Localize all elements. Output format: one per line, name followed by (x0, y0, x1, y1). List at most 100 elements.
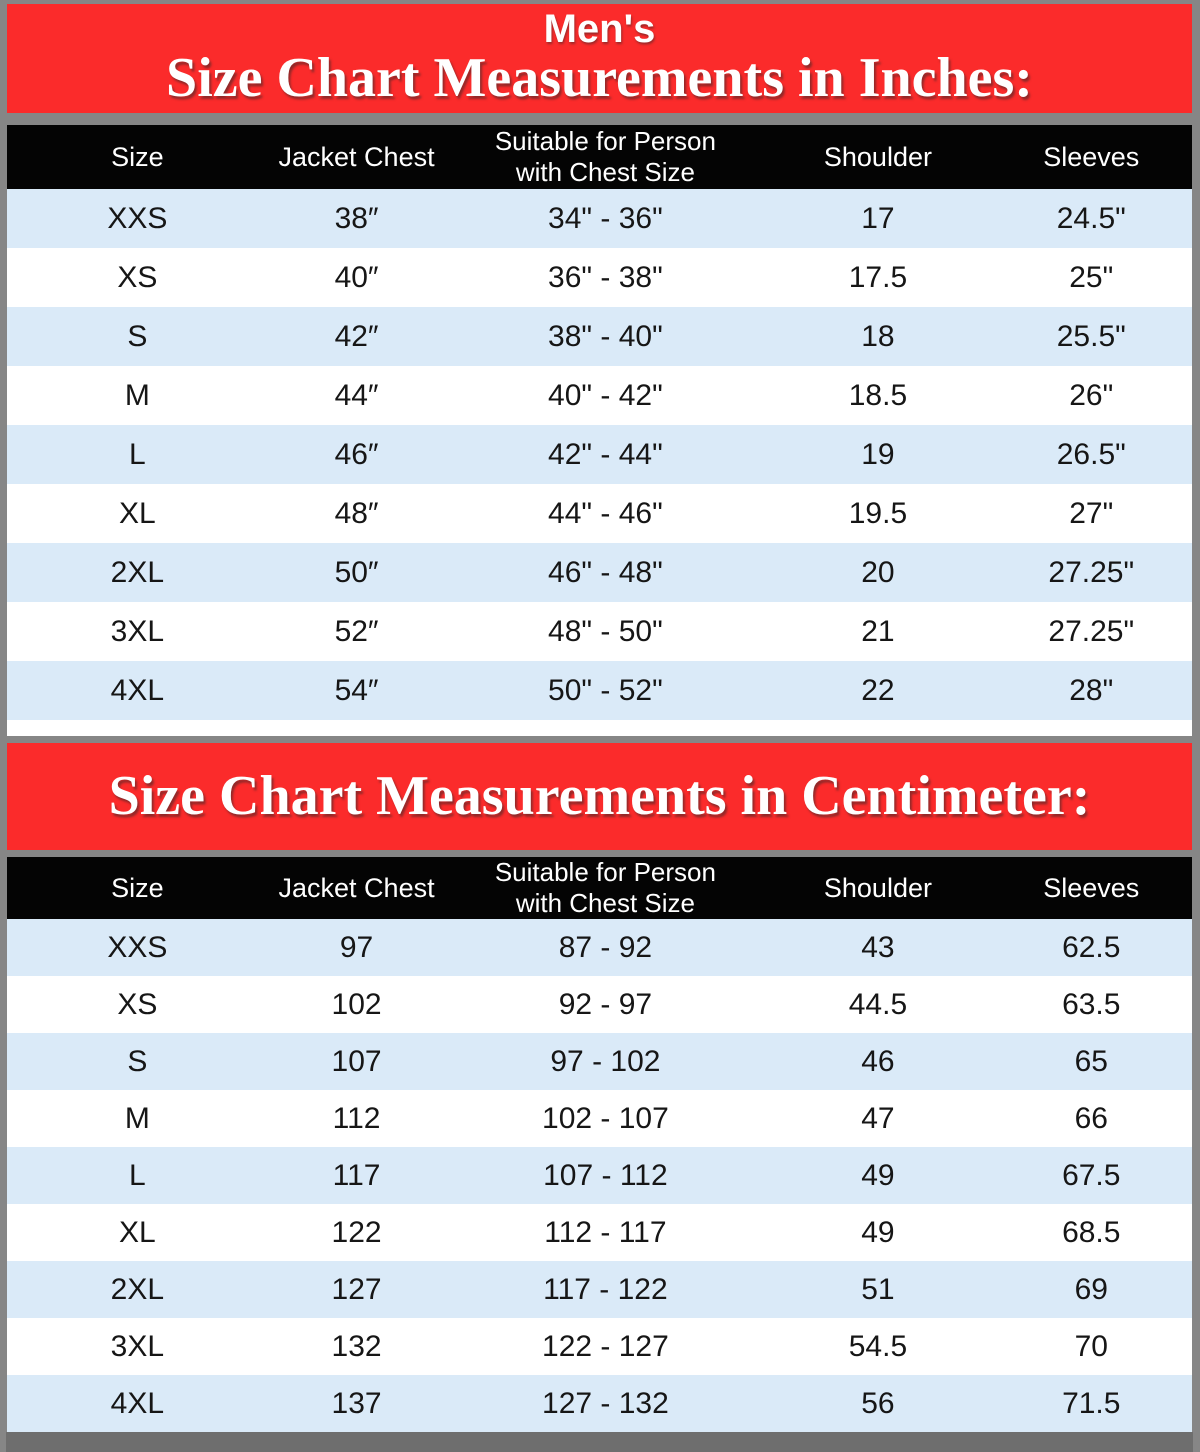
centimeter-title: Size Chart Measurements in Centimeter: (108, 765, 1091, 828)
size-cell: M (124, 1101, 150, 1135)
jacket-chest-cell: 137 (331, 1386, 382, 1420)
column-header-jacket-chest: Jacket Chest (278, 872, 435, 903)
size-cell: 2XL (110, 1272, 165, 1306)
jacket-chest-cell: 107 (331, 1044, 382, 1078)
sleeves-cell: 70 (1074, 1329, 1108, 1363)
sleeves-cell: 28" (1069, 673, 1114, 707)
size-cell: XS (117, 987, 158, 1021)
suitable-cell: 107 - 112 (543, 1158, 668, 1192)
sleeves-cell: 71.5 (1062, 1386, 1121, 1420)
shoulder-cell: 17 (861, 201, 895, 235)
sleeves-cell: 26.5" (1056, 437, 1126, 471)
centimeter-table-body: XXS 97 87 - 92 43 62.5 XS 102 92 - 97 44… (7, 919, 1192, 1432)
column-header-suitable: Suitable for Person with Chest Size (494, 857, 716, 918)
sleeves-cell: 68.5 (1062, 1215, 1121, 1249)
jacket-chest-cell: 52″ (334, 614, 379, 648)
shoulder-cell: 51 (861, 1272, 895, 1306)
suitable-cell: 87 - 92 (558, 930, 653, 964)
inches-table-body: XXS 38″ 34" - 36" 17 24.5" XS 40″ 36" - … (7, 189, 1192, 720)
bottom-divider (6, 1432, 1193, 1452)
suitable-cell: 44" - 46" (548, 496, 663, 530)
jacket-chest-cell: 132 (331, 1329, 382, 1363)
suitable-cell: 40" - 42" (548, 378, 663, 412)
jacket-chest-cell: 54″ (334, 673, 379, 707)
shoulder-cell: 54.5 (848, 1329, 908, 1363)
size-cell: XL (118, 496, 156, 530)
table-row: XL 122 112 - 117 49 68.5 (7, 1204, 1192, 1261)
suitable-cell: 112 - 117 (544, 1215, 667, 1249)
size-cell: 4XL (110, 673, 165, 707)
suitable-cell: 34" - 36" (548, 201, 663, 235)
inches-title: Size Chart Measurements in Inches: (166, 47, 1033, 110)
jacket-chest-cell: 97 (339, 930, 374, 964)
shoulder-cell: 47 (861, 1101, 895, 1135)
jacket-chest-cell: 102 (331, 987, 382, 1021)
table-row: S 42″ 38" - 40" 18 25.5" (7, 307, 1192, 366)
jacket-chest-cell: 44″ (334, 378, 379, 412)
suitable-cell: 122 - 127 (542, 1329, 669, 1363)
column-header-size: Size (111, 872, 164, 903)
table-row: 4XL 54″ 50" - 52" 22 28" (7, 661, 1192, 720)
suitable-cell: 50" - 52" (548, 673, 663, 707)
shoulder-cell: 17.5 (848, 260, 908, 294)
size-cell: S (127, 319, 148, 353)
shoulder-cell: 46 (861, 1044, 895, 1078)
column-header-sleeves: Sleeves (1043, 141, 1140, 172)
shoulder-cell: 56 (861, 1386, 895, 1420)
jacket-chest-cell: 50″ (334, 555, 379, 589)
sleeves-cell: 25" (1069, 260, 1114, 294)
column-header-shoulder: Shoulder (823, 872, 932, 903)
inches-banner: Men's Size Chart Measurements in Inches: (7, 4, 1192, 113)
table-row: M 112 102 - 107 47 66 (7, 1090, 1192, 1147)
suitable-cell: 38" - 40" (548, 319, 663, 353)
shoulder-cell: 19 (861, 437, 895, 471)
sleeves-cell: 66 (1074, 1101, 1108, 1135)
shoulder-cell: 49 (861, 1215, 895, 1249)
size-cell: XXS (107, 201, 168, 235)
shoulder-cell: 44.5 (848, 987, 908, 1021)
sleeves-cell: 67.5 (1062, 1158, 1121, 1192)
size-cell: XS (117, 260, 158, 294)
suitable-cell: 42" - 44" (548, 437, 663, 471)
sleeves-cell: 27.25" (1048, 555, 1135, 589)
sleeves-cell: 63.5 (1062, 987, 1121, 1021)
table-row: 3XL 52″ 48" - 50" 21 27.25" (7, 602, 1192, 661)
sleeves-cell: 26" (1069, 378, 1114, 412)
suitable-cell: 97 - 102 (550, 1044, 661, 1078)
sleeves-cell: 69 (1074, 1272, 1108, 1306)
sleeves-cell: 65 (1074, 1044, 1108, 1078)
table-row: L 117 107 - 112 49 67.5 (7, 1147, 1192, 1204)
table-row: 3XL 132 122 - 127 54.5 70 (7, 1318, 1192, 1375)
jacket-chest-cell: 46″ (334, 437, 379, 471)
sleeves-cell: 25.5" (1056, 319, 1126, 353)
shoulder-cell: 19.5 (848, 496, 908, 530)
size-cell: 4XL (110, 1386, 165, 1420)
suitable-cell: 36" - 38" (548, 260, 663, 294)
jacket-chest-cell: 42″ (334, 319, 379, 353)
table-row: 2XL 127 117 - 122 51 69 (7, 1261, 1192, 1318)
size-cell: L (129, 437, 146, 471)
shoulder-cell: 18.5 (848, 378, 908, 412)
size-cell: 2XL (110, 555, 165, 589)
shoulder-cell: 21 (861, 614, 895, 648)
suitable-cell: 46" - 48" (548, 555, 663, 589)
header-row: Size Jacket Chest Suitable for Person wi… (7, 857, 1192, 919)
size-cell: M (124, 378, 150, 412)
shoulder-cell: 43 (861, 930, 895, 964)
jacket-chest-cell: 122 (331, 1215, 382, 1249)
column-header-size: Size (111, 141, 164, 172)
table-row: 2XL 50″ 46" - 48" 20 27.25" (7, 543, 1192, 602)
header-row: Size Jacket Chest Suitable for Person wi… (7, 125, 1192, 189)
size-cell: S (127, 1044, 148, 1078)
shoulder-cell: 20 (861, 555, 895, 589)
table-row: XXS 97 87 - 92 43 62.5 (7, 919, 1192, 976)
size-cell: 3XL (110, 614, 165, 648)
suitable-cell: 102 - 107 (542, 1101, 669, 1135)
suitable-cell: 48" - 50" (548, 614, 663, 648)
table-row: XS 40″ 36" - 38" 17.5 25" (7, 248, 1192, 307)
shoulder-cell: 49 (861, 1158, 895, 1192)
size-cell: XL (118, 1215, 156, 1249)
suitable-cell: 117 - 122 (543, 1272, 668, 1306)
table-row: XL 48″ 44" - 46" 19.5 27" (7, 484, 1192, 543)
